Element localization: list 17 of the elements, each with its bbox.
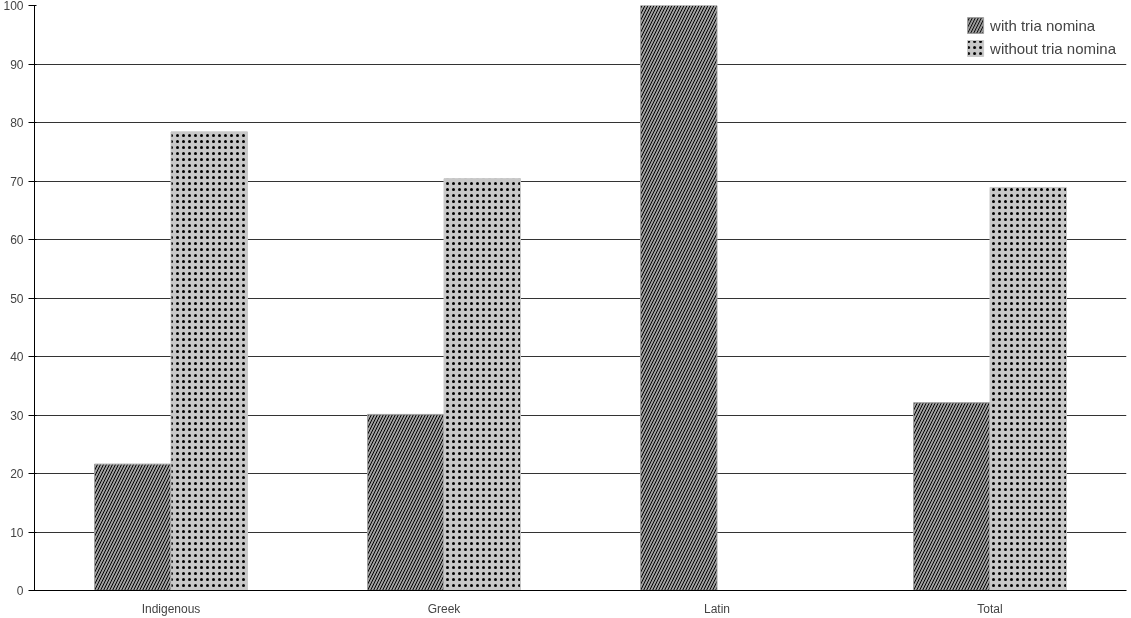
legend-label: with tria nomina	[990, 16, 1096, 34]
y-tick-label: 40	[10, 350, 24, 364]
y-tick-label: 70	[10, 174, 24, 189]
y-tick-label: 60	[10, 233, 24, 247]
y-tick-label: 90	[10, 57, 24, 72]
x-tick-label: Indigenous	[141, 601, 201, 616]
y-tick-label: 10	[10, 525, 24, 540]
y-tick-label: 30	[10, 408, 24, 423]
x-tick-label: Greek	[427, 601, 462, 616]
x-tick-label: Latin	[703, 601, 731, 616]
y-tick-label: 80	[10, 116, 24, 130]
y-tick-label: 20	[10, 467, 24, 481]
y-tick-label: 0	[16, 584, 24, 598]
y-tick-label: 50	[10, 291, 24, 306]
x-tick-label: Total	[977, 601, 1003, 616]
legend-label: without tria nomina	[990, 39, 1116, 57]
y-tick-label: 100	[3, 0, 24, 13]
